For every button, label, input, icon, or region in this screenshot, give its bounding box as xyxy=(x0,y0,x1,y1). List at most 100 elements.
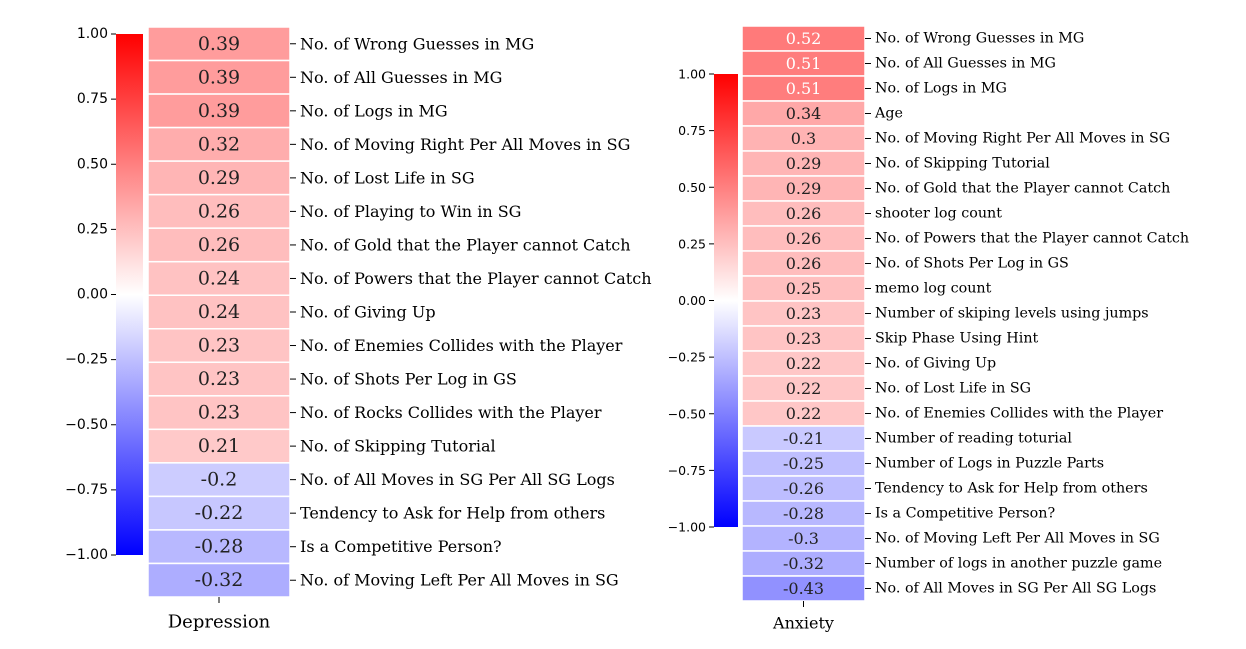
cell-value-label: 0.51 xyxy=(786,54,822,73)
row-label: Is a Competitive Person? xyxy=(300,537,502,556)
heatmap-cell xyxy=(147,294,291,330)
row-label: Tendency to Ask for Help from others xyxy=(875,481,1148,497)
row-label: No. of All Guesses in MG xyxy=(875,56,1056,72)
row-label: No. of Moving Right Per All Moves in SG xyxy=(875,131,1170,147)
cell-value-label: 0.39 xyxy=(198,100,240,122)
cell-value-label: 0.26 xyxy=(198,200,240,222)
cell-value-label: 0.34 xyxy=(786,104,822,123)
row-label: No. of Logs in MG xyxy=(875,81,1007,97)
heatmap-cell xyxy=(741,500,866,527)
cell-value-label: 0.22 xyxy=(786,404,822,423)
cell-value-label: 0.26 xyxy=(786,204,822,223)
colorbar-tick-label: −0.25 xyxy=(668,350,706,365)
row-label: No. of Skipping Tutorial xyxy=(300,437,496,456)
heatmap-cell xyxy=(147,126,291,162)
cell-value-label: 0.21 xyxy=(198,435,240,457)
cell-value-label: -0.32 xyxy=(783,554,824,573)
cell-value-label: 0.52 xyxy=(786,29,822,48)
heatmap-cell xyxy=(741,400,866,427)
row-label: Skip Phase Using Hint xyxy=(875,331,1039,347)
row-label: Number of skiping levels using jumps xyxy=(875,306,1149,322)
row-label: No. of Gold that the Player cannot Catch xyxy=(875,181,1170,197)
row-label: Tendency to Ask for Help from others xyxy=(300,504,605,523)
heatmap-cell xyxy=(741,575,866,602)
cell-value-label: -0.28 xyxy=(195,536,244,558)
colorbar-tick-label: −0.75 xyxy=(668,463,706,478)
cell-value-label: 0.39 xyxy=(198,33,240,55)
cell-value-label: 0.26 xyxy=(786,229,822,248)
colorbar-tick-label: 0.50 xyxy=(77,156,108,172)
colorbar-tick-label: 0.75 xyxy=(678,123,706,138)
row-label: No. of Powers that the Player cannot Cat… xyxy=(875,231,1189,247)
heatmap-cell xyxy=(147,462,291,498)
heatmap-cell xyxy=(741,375,866,402)
depression-heatmap-panel: 1.00 0.75 0.50 0.25 0.00 −0.25 −0.50 −0.75 −1.00… xyxy=(65,26,651,633)
row-label: No. of Logs in MG xyxy=(300,101,448,120)
cell-value-label: -0.28 xyxy=(783,504,824,523)
row-label: Number of Logs in Puzzle Parts xyxy=(875,456,1104,472)
row-label: No. of Skipping Tutorial xyxy=(875,156,1050,172)
heatmap-cell xyxy=(147,428,291,464)
cell-value-label: 0.26 xyxy=(786,254,822,273)
row-label: Age xyxy=(874,106,903,122)
colorbar-tick-label: −1.00 xyxy=(668,520,706,535)
cell-value-label: -0.25 xyxy=(783,454,824,473)
cell-value-label: 0.25 xyxy=(786,279,822,298)
row-label: No. of Playing to Win in SG xyxy=(300,202,521,221)
row-label: No. of Moving Left Per All Moves in SG xyxy=(875,531,1160,547)
cell-value-label: -0.3 xyxy=(788,529,819,548)
row-label: No. of All Moves in SG Per All SG Logs xyxy=(300,470,615,489)
colorbar xyxy=(714,74,738,527)
row-label: shooter log count xyxy=(875,206,1002,222)
colorbar-tick-label: 1.00 xyxy=(678,67,706,82)
row-label: No. of Giving Up xyxy=(875,356,996,372)
row-label: No. of Enemies Collides with the Player xyxy=(300,336,623,355)
heatmap-cell xyxy=(741,250,866,277)
cell-value-label: 0.23 xyxy=(786,329,822,348)
row-label: No. of All Guesses in MG xyxy=(300,68,502,87)
x-axis-label: Anxiety xyxy=(772,614,834,633)
row-label: No. of Lost Life in SG xyxy=(300,168,475,187)
heatmap-cell xyxy=(147,193,291,229)
heatmap-cell xyxy=(147,361,291,397)
row-label: No. of Powers that the Player cannot Cat… xyxy=(300,269,652,288)
cell-value-label: -0.43 xyxy=(783,579,824,598)
cell-value-label: 0.3 xyxy=(791,129,816,148)
heatmap-cell xyxy=(147,160,291,196)
colorbar-tick-label: −0.75 xyxy=(65,482,108,498)
heatmap-cell xyxy=(741,275,866,302)
cell-value-label: 0.32 xyxy=(198,133,240,155)
row-label: Number of logs in another puzzle game xyxy=(875,556,1162,572)
cell-value-label: 0.24 xyxy=(198,301,240,323)
heatmap-cell xyxy=(741,425,866,452)
cell-value-label: 0.23 xyxy=(786,304,822,323)
row-label: No. of Shots Per Log in GS xyxy=(875,256,1069,272)
x-axis-label: Depression xyxy=(168,612,271,633)
heatmap-cell xyxy=(147,529,291,565)
cell-value-label: -0.32 xyxy=(195,569,244,591)
row-label: memo log count xyxy=(875,281,992,297)
cell-value-label: 0.23 xyxy=(198,368,240,390)
colorbar-tick-label: −0.25 xyxy=(65,352,108,368)
colorbar xyxy=(116,34,143,555)
row-label: No. of All Moves in SG Per All SG Logs xyxy=(875,581,1156,597)
cell-value-label: 0.39 xyxy=(198,66,240,88)
row-label: Is a Competitive Person? xyxy=(875,506,1055,522)
anxiety-heatmap-panel: 1.00 0.75 0.50 0.25 0.00 −0.25 −0.50 −0.75 −1.00… xyxy=(668,25,1189,633)
row-label: Number of reading toturial xyxy=(875,431,1072,447)
colorbar-tick-label: 0.00 xyxy=(77,287,108,303)
cell-value-label: 0.22 xyxy=(786,354,822,373)
colorbar-tick-label: −1.00 xyxy=(65,547,108,563)
row-label: No. of Lost Life in SG xyxy=(875,381,1031,397)
heatmap-cell xyxy=(741,300,866,327)
colorbar-tick-label: −0.50 xyxy=(65,417,108,433)
row-label: No. of Rocks Collides with the Player xyxy=(300,403,602,422)
cell-value-label: 0.24 xyxy=(198,267,240,289)
cell-value-label: -0.21 xyxy=(783,429,824,448)
cell-value-label: -0.22 xyxy=(195,502,244,524)
row-label: No. of Gold that the Player cannot Catch xyxy=(300,235,631,254)
cell-value-label: 0.29 xyxy=(198,167,240,189)
cell-value-label: -0.26 xyxy=(783,479,824,498)
cell-value-label: 0.29 xyxy=(786,154,822,173)
